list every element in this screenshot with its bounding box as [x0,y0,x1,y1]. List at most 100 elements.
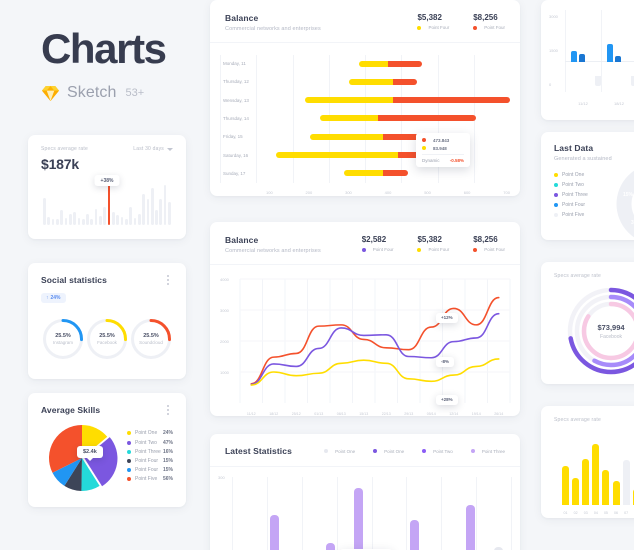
average-skills-card: Average Skills $2.4k Point One 24% Point T… [28,393,186,507]
svg-text:15/13: 15/13 [359,412,368,416]
stat-label: Point Four [484,247,505,252]
specs-range-label: Last 30 days [133,146,164,152]
x-tick: 500 [424,189,431,195]
balance-lines-title: Balance [225,235,259,245]
blue-bar [595,76,601,87]
gridline [565,10,601,92]
legend-dot [127,468,131,473]
latest-bar [353,488,363,550]
kebab-menu-icon[interactable] [163,404,173,416]
svg-text:08/13: 08/13 [337,412,346,416]
stat-value: $8,256 [473,13,498,22]
legend-row: Point Four 15% [127,458,173,464]
legend-row: Point Three 16% [127,449,173,455]
line-tooltip-3: +28% [436,394,458,405]
legend-dot [127,440,131,445]
specs-bar [81,219,85,225]
latest-legend-item: Point Three [470,449,505,454]
social-donut: 25.5% Facebook [85,317,129,361]
bar-segment-orange [378,115,476,122]
specs-bar [90,219,94,225]
legend-dot [422,449,427,453]
legend-label: Point One [384,448,405,454]
bar-segment-yellow [309,133,384,140]
legend-dot [373,449,378,453]
svg-text:29/13: 29/13 [404,412,413,416]
donut-name: Instagram [52,340,73,345]
blue-bar [579,54,585,62]
tooltip-row: 473.843 [422,138,464,143]
gridline [220,54,256,183]
x-tick: 05 [603,511,608,515]
stat-value: $5,382 [417,235,442,244]
hero-count-label: 53+ [125,87,145,99]
social-donut-group: 25.5% Instagram 25.5% Facebook 25.5% Soundclo… [41,317,173,361]
legend-row: Point Three [554,192,634,198]
svg-text:22/13: 22/13 [382,412,391,416]
rings-card: Specs average rate $73,994 Facebook [541,262,634,384]
specs-bar [43,197,46,225]
hero-tool-label: Sketch [67,84,117,101]
gridline [441,477,476,550]
tooltip-footer-key: Dynamic [422,157,440,163]
svg-text:12/14: 12/14 [449,412,458,416]
legend-row: Point Four [554,202,634,208]
legend-label: Point Four [562,201,586,208]
yellow-bar [572,477,580,505]
tooltip-footer-value: -0.58% [449,157,464,163]
gridline [601,10,634,92]
legend-dot [127,431,131,436]
legend-label: Point Two [562,181,584,188]
specs-bar [133,217,137,225]
stat-value: $8,256 [473,235,498,244]
line-tooltip-1: +12% [436,312,458,323]
social-title: Social statistics [41,275,107,285]
legend-row: Point Four 15% [127,467,173,473]
legend-label: Point Five [135,476,158,483]
latest-title: Latest Statistics [225,446,292,456]
bar-segment-orange [388,60,423,67]
gridline [292,54,329,183]
specs-bar [86,213,89,225]
x-tick: 300 [345,189,352,195]
gridline [301,477,337,550]
legend-row: Point Two 47% [127,440,173,446]
social-donut: 25.5% Soundcloud [129,317,173,361]
y-tick: 3000 [549,14,558,19]
specs-bar [137,214,141,225]
legend-dot [554,172,558,177]
kebab-menu-icon[interactable] [163,274,173,286]
legend-label: Point Two [135,439,157,446]
legend-value: 47% [162,439,173,446]
bar-segment-yellow [348,78,393,85]
x-tick: 600 [463,189,471,195]
social-donut: 25.5% Instagram [41,317,85,361]
bar-row-label: Thursday, 12 [223,79,249,85]
x-tick: 11/12 [578,101,588,106]
legend-label: Point Four [135,458,159,464]
latest-bar [409,520,419,550]
legend-label: Point Four [135,467,159,474]
donut-name: Soundcloud [139,340,163,345]
specs-bar [129,206,132,225]
bar-segment-orange [392,97,510,104]
specs-bar [150,188,154,225]
latest-bar [325,542,335,550]
page-title: Charts [41,25,167,72]
stat-dot [361,247,366,252]
yellow-bar [632,488,634,505]
yellow-bar [562,465,569,505]
svg-text:1000: 1000 [220,370,230,375]
bar-row-label: Monday, 11 [223,61,246,67]
bar-track [266,133,510,140]
x-tick: 100 [266,189,273,195]
latest-legend-item: Point Two [422,449,453,454]
specs-range-dropdown[interactable]: Last 30 days [133,146,173,152]
bar-segment-yellow [358,60,388,67]
latest-statistics-card: Latest Statistics Point One Point One Poin… [210,434,520,550]
legend-label: Point Three [135,448,161,455]
latest-y-label: 300 [218,475,225,480]
balance-lines-stats: $2,582 Point Four $5,382 Point Four $8,256 Po… [361,235,505,252]
